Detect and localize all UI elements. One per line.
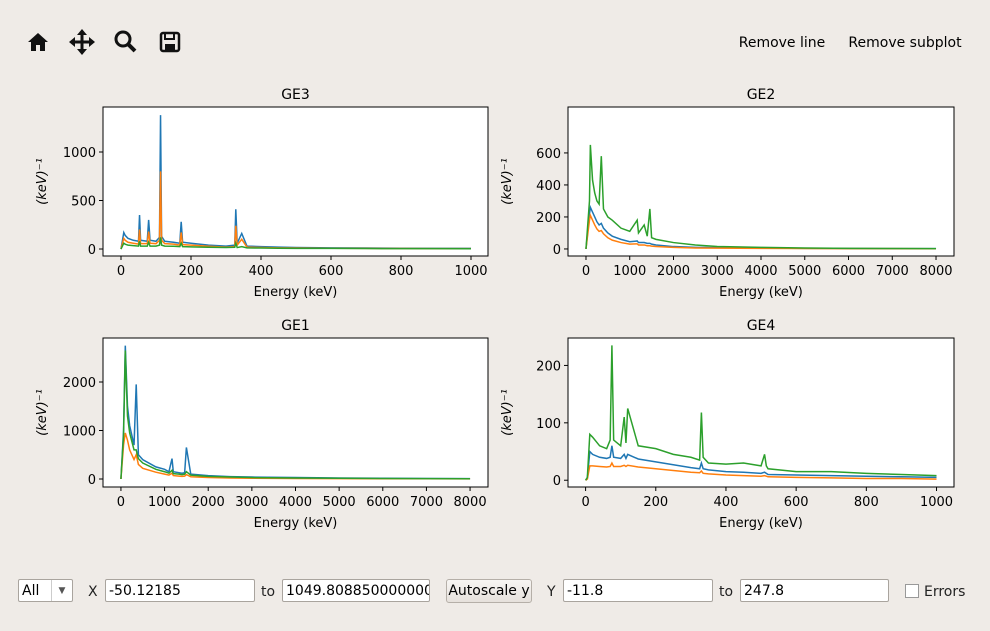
spectrum-line [585,212,937,250]
chart-title: GE4 [747,318,776,334]
home-icon[interactable] [28,33,48,51]
x-axis-label: Energy (keV) [719,516,803,531]
axes-face [103,107,488,256]
x-tick-label: 4000 [744,264,777,279]
x-tick-label: 7000 [410,495,443,510]
y-label: Y [547,584,556,600]
y-tick-label: 1000 [63,424,96,439]
x-tick-label: 3000 [235,495,268,510]
y-to-input[interactable]: 247.8 [740,579,889,602]
x-tick-label: 400 [714,495,739,510]
axes-frame [102,106,489,257]
axes-face [103,338,488,487]
x-tick-label: 200 [643,495,668,510]
autoscale-button[interactable]: Autoscale y [446,579,532,603]
x-tick-label: 7000 [876,264,909,279]
y-axis-label: (keV)⁻¹ [500,389,515,436]
chart-title: GE1 [281,318,310,334]
x-tick-label: 3000 [701,264,734,279]
y-axis-label: (keV)⁻¹ [500,158,515,205]
errors-label[interactable]: Errors [924,584,966,600]
y-tick-label: 100 [536,417,561,432]
x-tick-label: 8000 [919,264,952,279]
x-tick-label: 5000 [788,264,821,279]
y-tick-label: 200 [536,211,561,226]
spectrum-line [120,350,471,480]
x-tick-label: 400 [249,264,274,279]
y-to-label: to [719,584,734,600]
selector-text: All [22,583,40,599]
x-axis-label: Energy (keV) [254,285,338,300]
x-axis-label: Energy (keV) [254,516,338,531]
save-icon[interactable] [159,31,181,53]
zoom-icon[interactable] [114,30,137,53]
y-from-input[interactable]: -11.8 [563,579,713,602]
x-tick-label: 200 [179,264,204,279]
errors-checkbox[interactable] [905,584,919,598]
spectrum-line [585,461,937,481]
chart-title: GE3 [281,87,310,103]
x-tick-label: 0 [581,495,589,510]
y-tick-label: 0 [88,243,96,258]
y-tick-label: 500 [71,195,96,210]
chart-title: GE2 [747,87,776,103]
pan-icon[interactable] [69,29,95,55]
x-tick-label: 2000 [657,264,690,279]
x-tick-label: 5000 [323,495,356,510]
spectrum-line [584,345,937,481]
spectrum-line [585,445,937,481]
x-tick-label: 1000 [613,264,646,279]
y-tick-label: 2000 [63,376,96,391]
y-tick-label: 600 [536,147,561,162]
x-tick-label: 0 [582,264,590,279]
x-tick-label: 1000 [920,495,953,510]
y-axis-label: (keV)⁻¹ [35,389,50,436]
figure: Remove line Remove subplot 0 200 400 600 800… [28,29,962,531]
x-tick-label: 1000 [454,264,487,279]
x-tick-label: 6000 [366,495,399,510]
x-tick-label: 8000 [454,495,487,510]
y-tick-label: 0 [88,473,96,488]
selector-combo[interactable]: All ▼ [18,579,73,602]
remove-line-button[interactable]: Remove line [739,35,826,51]
axes-face [568,107,954,256]
spectrum-line [120,237,471,250]
x-tick-label: 6000 [832,264,865,279]
x-to-label: to [261,584,276,600]
axes-face [568,338,954,487]
x-axis-label: Energy (keV) [719,285,803,300]
x-tick-label: 800 [389,264,414,279]
x-tick-label: 600 [784,495,809,510]
y-tick-label: 400 [536,179,561,194]
x-tick-label: 600 [319,264,344,279]
x-tick-label: 4000 [279,495,312,510]
x-label: X [88,584,98,600]
axes-frame [567,337,955,488]
x-from-input[interactable]: -50.12185 [105,579,255,602]
x-tick-label: 2000 [192,495,225,510]
x-to-input[interactable]: 1049.8088500000001 [282,579,430,602]
x-tick-label: 0 [117,264,125,279]
y-axis-label: (keV)⁻¹ [35,158,50,205]
y-tick-label: 0 [553,243,561,258]
x-tick-label: 1000 [148,495,181,510]
remove-subplot-button[interactable]: Remove subplot [848,35,962,51]
y-tick-label: 0 [553,474,561,489]
y-tick-label: 200 [536,359,561,374]
spectrum-line [585,144,937,250]
y-tick-label: 1000 [63,146,96,161]
x-tick-label: 800 [854,495,879,510]
x-tick-label: 0 [117,495,125,510]
